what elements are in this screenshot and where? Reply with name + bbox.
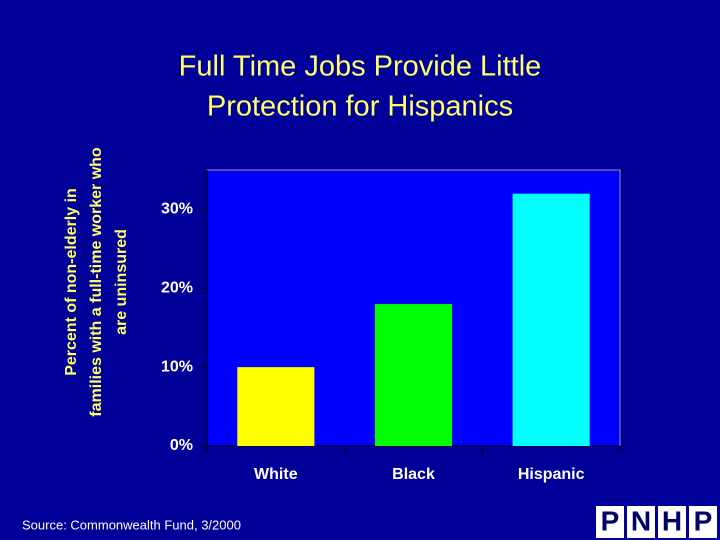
y-label-line: families with a full-time worker who [88, 147, 105, 417]
title-line: Protection for Hispanics [207, 91, 513, 123]
logo-box [658, 506, 686, 538]
y-label-line: are uninsured [113, 229, 130, 335]
y-axis-label: Percent of non-elderly in families with … [63, 147, 130, 417]
x-tick-label: Hispanic [518, 466, 585, 483]
y-label-line: Percent of non-elderly in [63, 188, 80, 376]
logo-box [596, 506, 624, 538]
logo-letter: N [631, 505, 651, 536]
y-tick-label: 20% [161, 280, 193, 297]
logo: P N H P [596, 505, 717, 538]
bar [512, 193, 590, 446]
bar [374, 304, 453, 446]
x-tick-label: White [254, 466, 298, 483]
y-tick-label: 30% [161, 201, 193, 218]
logo-box [689, 506, 717, 538]
title-line: Full Time Jobs Provide Little [179, 51, 542, 83]
logo-letter: P [601, 505, 620, 536]
logo-letter: H [662, 505, 682, 536]
bar [237, 367, 315, 446]
logo-letter: P [694, 505, 713, 536]
source: Source: Commonwealth Fund, 3/2000 [22, 517, 241, 532]
y-tick-label: 0% [170, 437, 193, 454]
logo-box [627, 506, 655, 538]
y-tick-label: 10% [161, 358, 193, 375]
x-tick-label: Black [392, 466, 435, 483]
